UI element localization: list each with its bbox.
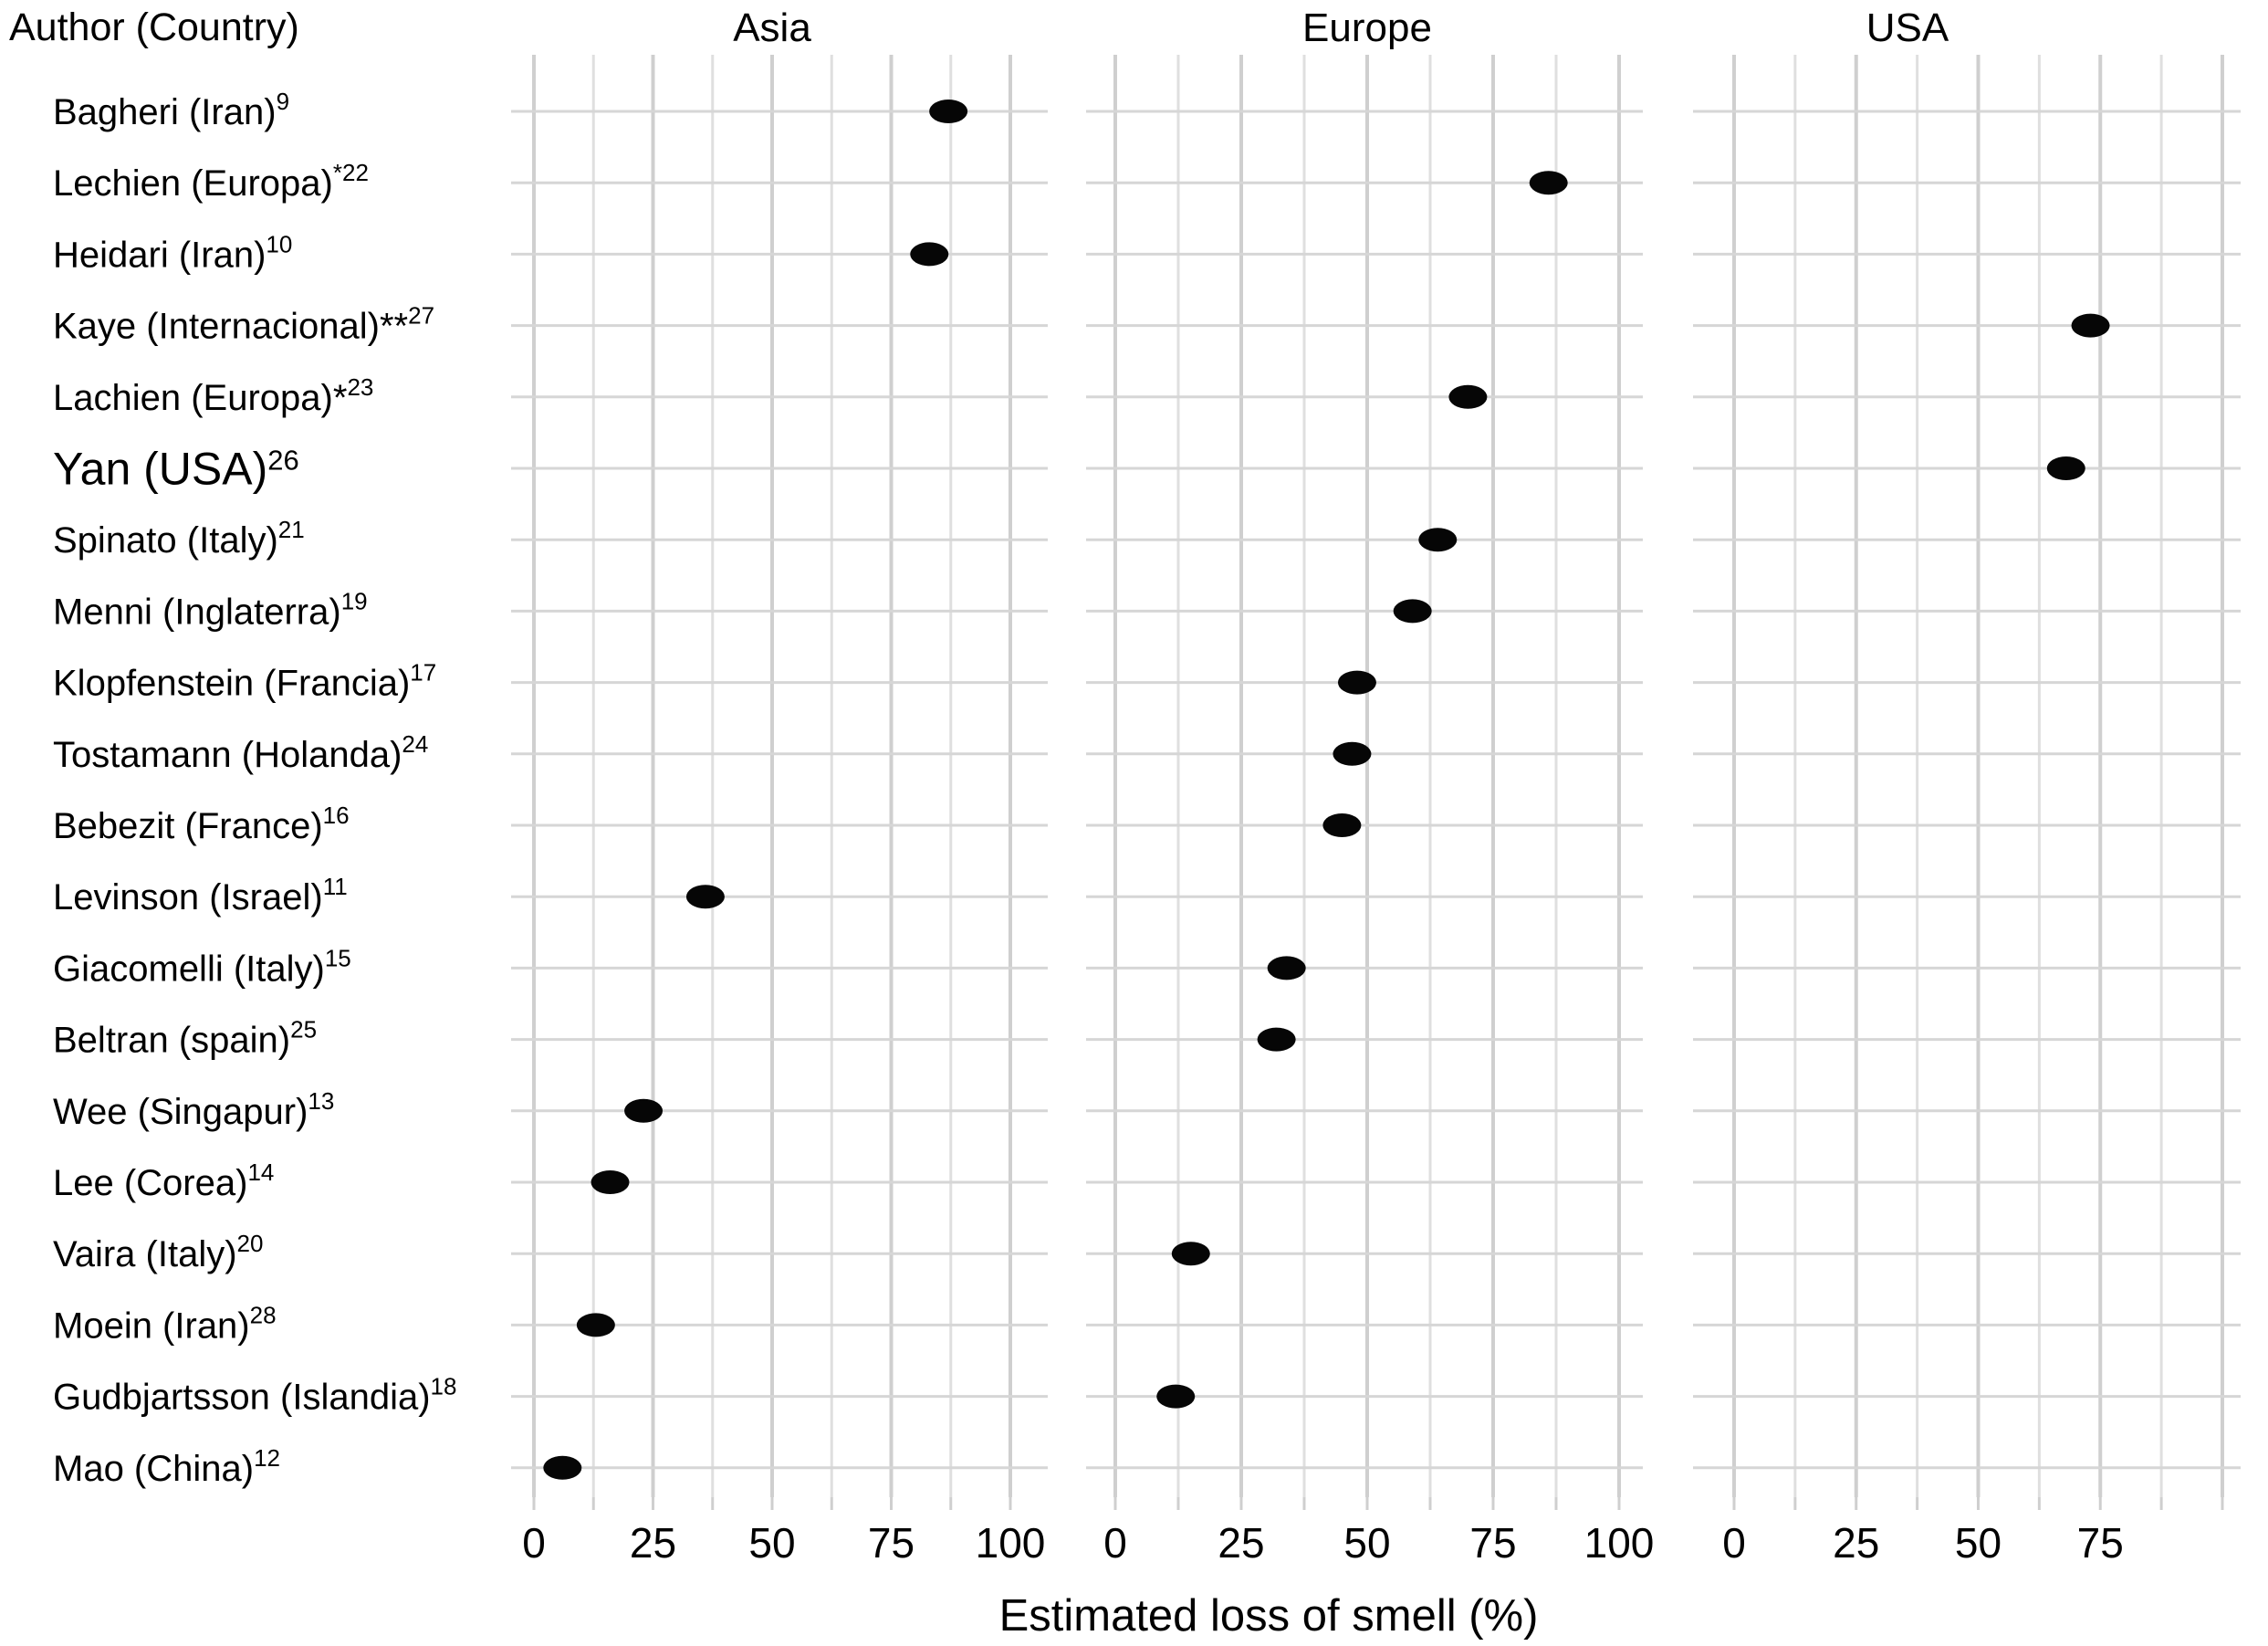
data-points [543,100,2110,1480]
row-label: Bagheri (Iran)9 [53,88,289,132]
row-label: Yan (USA)26 [53,444,299,495]
x-tick-label: 100 [976,1519,1046,1567]
author-labels: Bagheri (Iran)9 Lechien (Europa)*22 Heidar… [53,88,456,1489]
dot-mao-china [543,1455,582,1480]
dot-spinato-italy [1418,528,1458,552]
x-axis-usa: 0 25 50 75 [1722,1519,2124,1567]
facet-grid-asia [511,55,1048,1510]
row-label: Tostamann (Holanda)24 [53,730,428,775]
author-column-header: Author (Country) [9,5,299,49]
x-tick-label: 75 [868,1519,915,1567]
x-tick-label: 50 [1955,1519,2001,1567]
dot-bebezit-france [1322,813,1362,837]
dot-lee-corea [591,1170,630,1194]
facet-header-europe: Europe [1302,5,1432,50]
x-tick-label: 50 [1343,1519,1390,1567]
row-label: Wee (Singapur)13 [53,1087,334,1132]
row-label: Vaira (Italy)20 [53,1230,263,1274]
x-axis-asia: 0 25 50 75 100 [522,1519,1045,1567]
row-label: Moein (Iran)28 [53,1301,277,1346]
row-label: Bebezit (France)16 [53,802,350,846]
row-label: Heidari (Iran)10 [53,230,292,275]
x-tick-label: 100 [1584,1519,1655,1567]
dot-menni-inglaterra [1393,599,1432,624]
row-label: Menni (Inglaterra)19 [53,587,368,632]
x-tick-label: 50 [748,1519,795,1567]
x-axis-europe: 0 25 50 75 100 [1103,1519,1654,1567]
dot-moein-iran [576,1313,615,1337]
x-tick-label: 25 [1218,1519,1264,1567]
dot-vaira-italy [1171,1242,1210,1266]
dot-tostamann-holanda [1333,741,1372,766]
dot-wee-singapur [624,1098,664,1123]
dot-klopfenstein-francia [1337,670,1376,695]
dot-levinson-israel [685,885,725,909]
facet-grid-europe [1086,55,1643,1510]
row-label: Klopfenstein (Francia)17 [53,659,436,704]
facet-header-usa: USA [1866,5,1949,50]
x-tick-label: 0 [522,1519,546,1567]
dot-yan-usa [2046,456,2085,480]
dot-lachien-europa [1448,384,1488,409]
row-label: Lechien (Europa)*22 [53,159,369,204]
row-label: Kaye (Internacional)**27 [53,302,434,347]
facet-header-asia: Asia [733,5,811,50]
facet-grid-usa [1693,55,2241,1510]
dot-heidari-iran [910,242,949,267]
row-label: Spinato (Italy)21 [53,516,305,561]
dot-kaye-internacional [2071,313,2110,338]
row-label: Levinson (Israel)11 [53,873,348,917]
dot-lechien-europa [1529,171,1568,195]
row-label: Mao (China)12 [53,1444,280,1489]
dot-bagheri-iran [929,100,968,123]
x-axis-title: Estimated loss of smell (%) [998,1591,1539,1641]
row-label: Lachien (Europa)*23 [53,373,373,418]
x-tick-label: 0 [1722,1519,1746,1567]
row-label: Gudbjartsson (Islandia)18 [53,1373,456,1418]
x-tick-label: 75 [2077,1519,2124,1567]
row-label: Lee (Corea)14 [53,1158,274,1203]
dot-giacomelli-italy [1267,956,1306,980]
x-tick-label: 0 [1103,1519,1127,1567]
x-tick-label: 25 [1833,1519,1879,1567]
dot-beltran-spain [1257,1027,1296,1052]
dot-gudbjartsson-islandia [1156,1384,1196,1409]
x-tick-label: 75 [1469,1519,1516,1567]
row-label: Beltran (spain)25 [53,1016,317,1061]
x-tick-label: 25 [630,1519,676,1567]
row-label: Giacomelli (Italy)15 [53,944,351,989]
